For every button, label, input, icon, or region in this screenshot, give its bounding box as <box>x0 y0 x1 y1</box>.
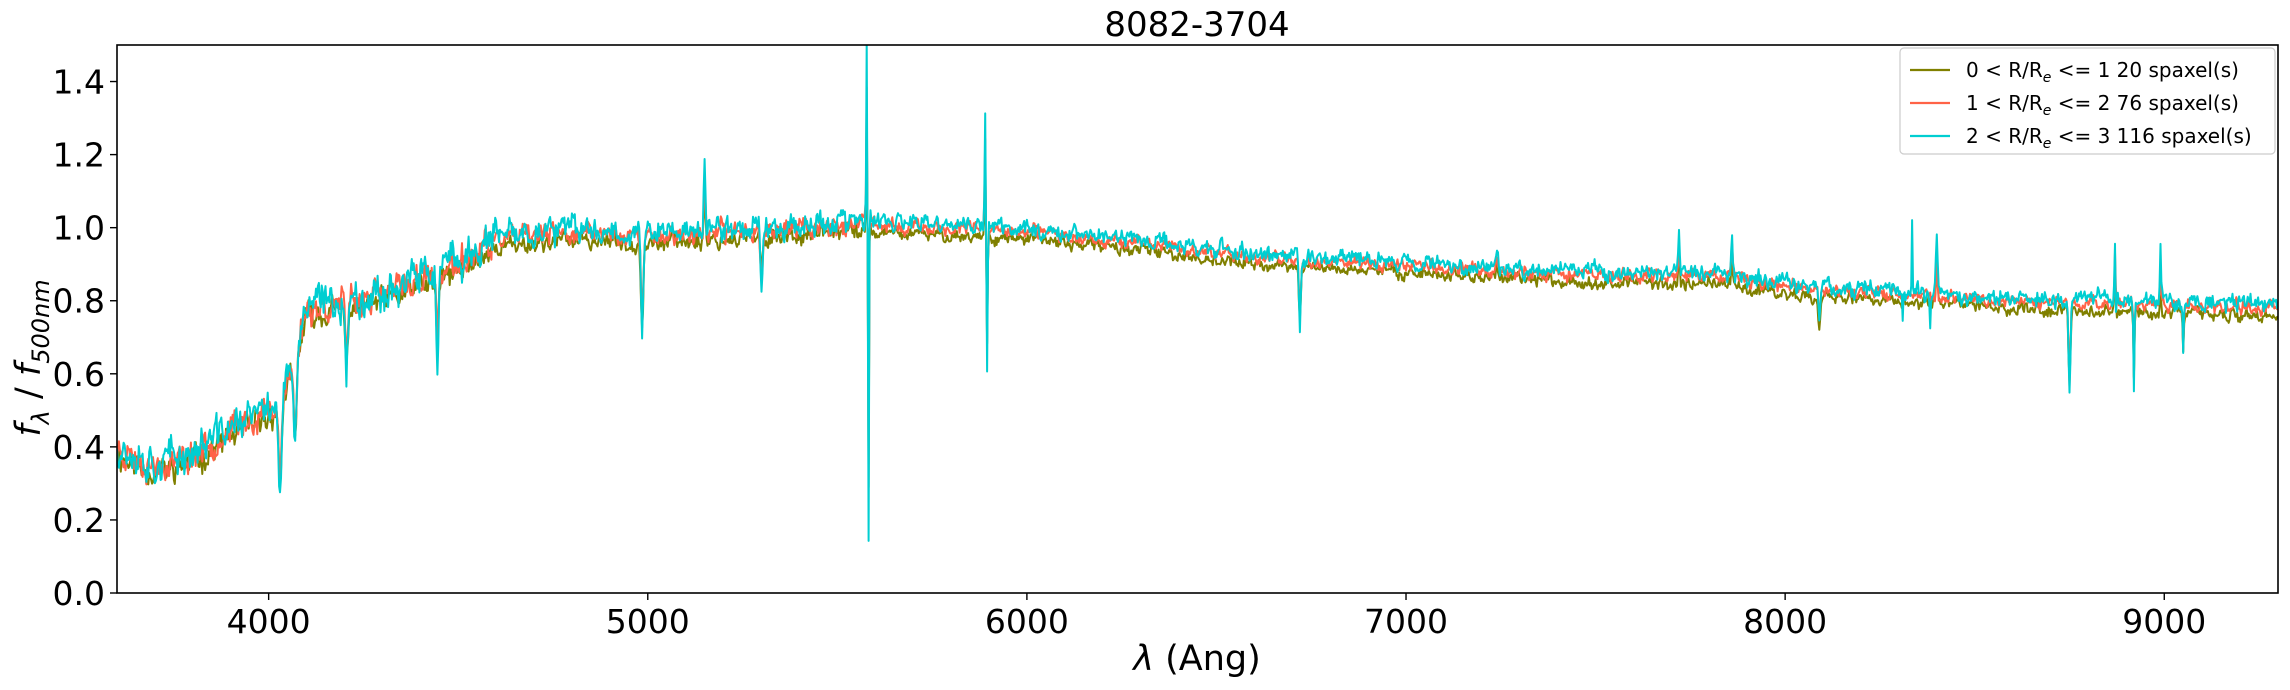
plot-frame <box>116 44 2279 594</box>
x-tick-label: 6000 <box>985 602 1069 641</box>
legend: 0 < R/Re <= 1 20 spaxel(s) 1 < R/Re <= 2 … <box>1899 47 2276 155</box>
x-axis: 4000 5000 6000 7000 8000 9000 <box>227 593 2206 641</box>
y-tick-label: 0.4 <box>53 428 105 467</box>
x-tick-label: 8000 <box>1743 602 1827 641</box>
x-tick-label: 7000 <box>1364 602 1448 641</box>
chart-title: 8082-3704 <box>1104 5 1289 45</box>
y-axis-label: fλ / f500nm <box>9 279 55 436</box>
series-line-2 <box>117 86 2278 486</box>
y-tick-label: 0.0 <box>53 574 105 613</box>
legend-box <box>1899 47 2276 155</box>
x-tick-label: 5000 <box>606 602 690 641</box>
y-tick-label: 0.2 <box>53 501 105 540</box>
y-tick-label: 1.2 <box>53 136 105 175</box>
y-axis: 0.0 0.2 0.4 0.6 0.8 1.0 1.2 1.4 <box>53 63 117 613</box>
y-tick-label: 0.8 <box>53 282 105 321</box>
legend-label: 1 < R/Re <= 2 76 spaxel(s) <box>1966 91 2239 119</box>
x-tick-label: 4000 <box>227 602 311 641</box>
x-tick-label: 9000 <box>2122 602 2206 641</box>
y-tick-label: 0.6 <box>53 355 105 394</box>
legend-label: 2 < R/Re <= 3 116 spaxel(s) <box>1966 124 2252 152</box>
x-axis-label: λ (Ang) <box>1131 639 1261 679</box>
series-layer <box>117 45 2278 542</box>
legend-label: 0 < R/Re <= 1 20 spaxel(s) <box>1966 58 2239 86</box>
series-line-3 <box>117 45 2278 542</box>
y-tick-label: 1.0 <box>53 209 105 248</box>
y-tick-label: 1.4 <box>53 63 105 102</box>
